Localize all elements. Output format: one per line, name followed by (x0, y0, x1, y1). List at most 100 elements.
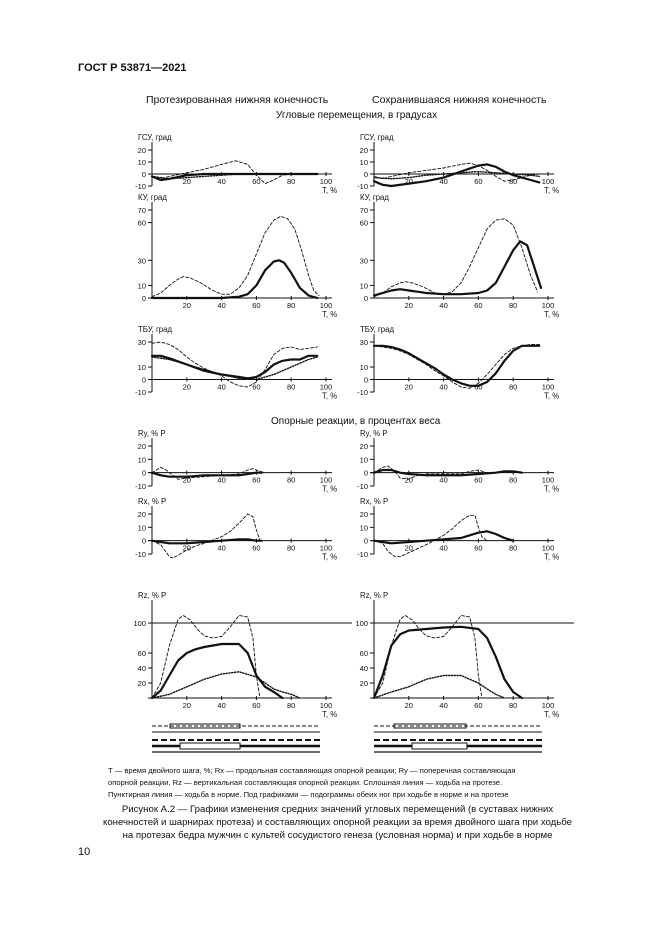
y-tick-label: -10 (135, 182, 146, 191)
x-axis-label: T, % (322, 310, 337, 319)
figure-caption: Рисунок А.2 — Графики изменения средних … (80, 803, 595, 842)
y-tick-label: 30 (360, 338, 368, 347)
y-tick-label: 20 (138, 442, 146, 451)
x-tick-label: 40 (439, 701, 447, 710)
y-axis-label: КУ, град (138, 193, 167, 202)
podogram-right (374, 723, 542, 753)
x-tick-label: 80 (287, 476, 295, 485)
y-tick-label: 40 (360, 664, 368, 673)
y-tick-label: 10 (360, 455, 368, 464)
y-tick-label: 100 (133, 619, 146, 628)
series-line-dashed (151, 615, 261, 699)
x-tick-label: 80 (509, 177, 517, 186)
x-axis-label: T, % (544, 710, 559, 719)
series-line-solid (372, 240, 543, 297)
x-tick-label: 20 (405, 177, 413, 186)
series-line-dotted (151, 356, 318, 381)
x-tick-label: 20 (405, 383, 413, 392)
y-tick-label: 30 (138, 256, 146, 265)
x-axis-label: T, % (544, 553, 559, 562)
x-tick-label: 20 (183, 383, 191, 392)
y-tick-label: 60 (138, 219, 146, 228)
x-tick-label: 80 (509, 383, 517, 392)
x-tick-label: 40 (217, 544, 225, 553)
y-tick-label: 20 (138, 146, 146, 155)
y-tick-label: 20 (360, 442, 368, 451)
y-tick-label: 60 (360, 649, 368, 658)
series-line-dashed (373, 465, 488, 480)
x-tick-label: 20 (405, 476, 413, 485)
y-tick-label: 0 (364, 170, 368, 179)
x-axis-label: T, % (544, 186, 559, 195)
series-line-solid (150, 642, 284, 700)
series-line-dashed (373, 162, 540, 182)
x-tick-label: 60 (474, 177, 482, 186)
series-line-dotted (151, 173, 318, 180)
x-tick-label: 20 (405, 301, 413, 310)
podogram-bar (169, 723, 241, 729)
y-tick-label: 70 (360, 206, 368, 215)
series-line-dashed (373, 344, 540, 389)
x-tick-label: 40 (439, 301, 447, 310)
angles-section-title: Угловые перемещения, в градусах (276, 110, 438, 121)
y-tick-label: 0 (142, 537, 146, 546)
y-axis-label: КУ, град (360, 193, 389, 202)
y-axis-label: Rz, % P (138, 591, 166, 600)
figure-note: T — время двойного шага, %; Rx — продоль… (108, 765, 588, 801)
y-tick-label: 20 (360, 510, 368, 519)
x-tick-label: 100 (320, 544, 333, 553)
y-tick-label: 0 (142, 376, 146, 385)
y-tick-label: 10 (360, 523, 368, 532)
series-line-solid (372, 344, 541, 387)
y-tick-label: 30 (138, 338, 146, 347)
y-tick-label: 10 (138, 455, 146, 464)
y-tick-label: 100 (355, 619, 368, 628)
x-tick-label: 40 (217, 177, 225, 186)
standard-header: ГОСТ Р 53871—2021 (78, 62, 187, 74)
x-tick-label: 60 (474, 544, 482, 553)
y-tick-label: -10 (135, 482, 146, 491)
series-line-solid (372, 530, 515, 545)
x-tick-label: 20 (405, 701, 413, 710)
x-tick-label: 100 (320, 383, 333, 392)
x-tick-label: 100 (542, 476, 555, 485)
x-tick-label: 80 (509, 701, 517, 710)
y-tick-label: 10 (360, 158, 368, 167)
y-tick-label: -10 (357, 388, 368, 397)
x-axis-label: T, % (544, 310, 559, 319)
y-tick-label: 10 (138, 158, 146, 167)
x-tick-label: 20 (183, 701, 191, 710)
x-tick-label: 80 (287, 177, 295, 186)
x-tick-label: 100 (320, 476, 333, 485)
series-line-solid (150, 259, 319, 300)
series-line-dashed (151, 341, 318, 388)
caption-line: на протезах бедра мужчин с культей сосуд… (122, 830, 553, 841)
x-tick-label: 60 (252, 701, 260, 710)
x-tick-label: 100 (320, 701, 333, 710)
y-axis-label: Ry, % P (360, 429, 388, 438)
y-tick-label: 20 (360, 146, 368, 155)
y-tick-label: -10 (135, 550, 146, 559)
y-tick-label: 0 (364, 537, 368, 546)
y-tick-label: 0 (364, 294, 368, 303)
x-tick-label: 80 (509, 301, 517, 310)
x-tick-label: 20 (183, 544, 191, 553)
note-line: T — время двойного шага, %; Rx — продоль… (108, 766, 516, 775)
x-tick-label: 80 (287, 301, 295, 310)
y-tick-label: -10 (357, 550, 368, 559)
x-axis-label: T, % (544, 485, 559, 494)
y-tick-label: 30 (360, 256, 368, 265)
x-tick-label: 40 (217, 383, 225, 392)
y-axis-label: Rx, % P (360, 497, 388, 506)
note-line: Пунктирная линия — ходьба в норме. Под г… (108, 790, 509, 799)
y-tick-label: 10 (138, 363, 146, 372)
x-tick-label: 80 (509, 476, 517, 485)
y-tick-label: -10 (135, 388, 146, 397)
y-tick-label: -10 (357, 482, 368, 491)
y-tick-label: 20 (360, 679, 368, 688)
x-axis-label: T, % (322, 392, 337, 401)
x-tick-label: 20 (183, 301, 191, 310)
x-tick-label: 60 (474, 301, 482, 310)
left-column-title: Протезированная нижняя конечность (146, 94, 329, 106)
